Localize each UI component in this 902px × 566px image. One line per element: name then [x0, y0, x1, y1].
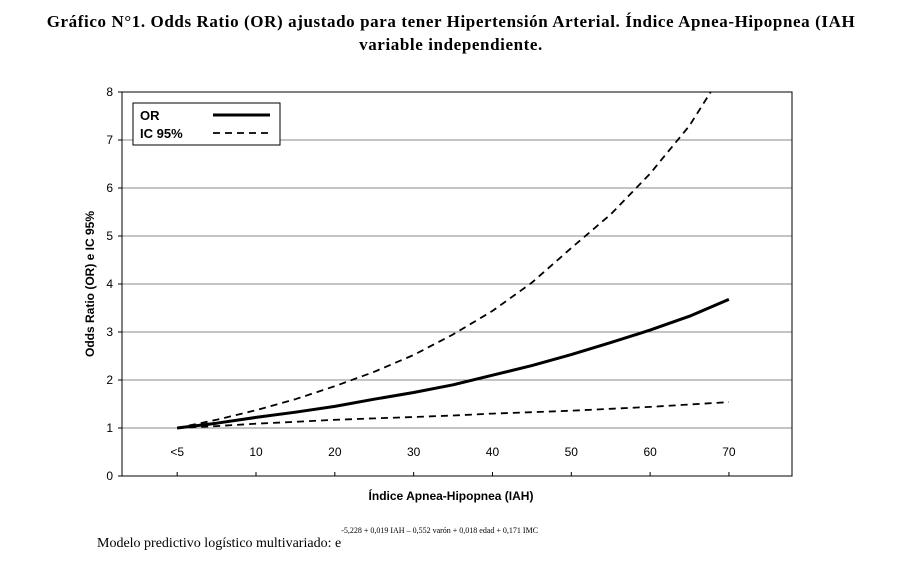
- y-tick-label: 7: [106, 133, 113, 147]
- x-tick-label: 50: [565, 445, 579, 459]
- title-line-2: variable independiente.: [359, 35, 543, 54]
- x-axis-ticks: <5 10 20 30 40 50 60 70: [170, 445, 736, 476]
- series-line-ic-upper: [177, 92, 712, 429]
- y-tick-label: 1: [106, 421, 113, 435]
- series-line-or: [177, 298, 730, 430]
- x-tick-label: 30: [407, 445, 421, 459]
- x-tick-label: <5: [170, 445, 184, 459]
- y-axis-ticks: 0 1 2 3 4 5 6 7 8: [106, 85, 122, 483]
- legend-label: OR: [140, 108, 160, 123]
- series-group: [177, 92, 730, 430]
- x-tick-label: 60: [643, 445, 657, 459]
- y-tick-label: 2: [106, 373, 113, 387]
- title-line-1: Gráfico N°1. Odds Ratio (OR) ajustado pa…: [46, 12, 856, 31]
- model-formula: Modelo predictivo logístico multivariado…: [97, 526, 538, 552]
- legend-box: [132, 102, 281, 146]
- chart-title: Gráfico N°1. Odds Ratio (OR) ajustado pa…: [0, 10, 902, 56]
- x-tick-label: 70: [722, 445, 736, 459]
- x-tick-label: 20: [328, 445, 342, 459]
- legend-label: IC 95%: [140, 126, 183, 141]
- y-tick-label: 4: [106, 277, 113, 291]
- series-line-ic-lower: [177, 401, 729, 429]
- legend: OR IC 95%: [132, 102, 281, 146]
- x-axis-label: Índice Apnea-Hipopnea (IAH): [369, 488, 534, 503]
- grid-lines: [122, 139, 792, 429]
- y-tick-label: 6: [106, 181, 113, 195]
- y-tick-label: 3: [106, 325, 113, 339]
- y-tick-label: 8: [106, 85, 113, 99]
- x-tick-label: 40: [486, 445, 500, 459]
- y-tick-label: 0: [106, 469, 113, 483]
- formula-text: Modelo predictivo logístico multivariado…: [97, 536, 342, 551]
- formula-exponent: -5,228 + 0,019 IAH – 0,552 varón + 0,018…: [341, 526, 539, 535]
- y-axis-label: Odds Ratio (OR) e IC 95%: [83, 211, 97, 357]
- x-tick-label: 10: [249, 445, 263, 459]
- y-tick-label: 5: [106, 229, 113, 243]
